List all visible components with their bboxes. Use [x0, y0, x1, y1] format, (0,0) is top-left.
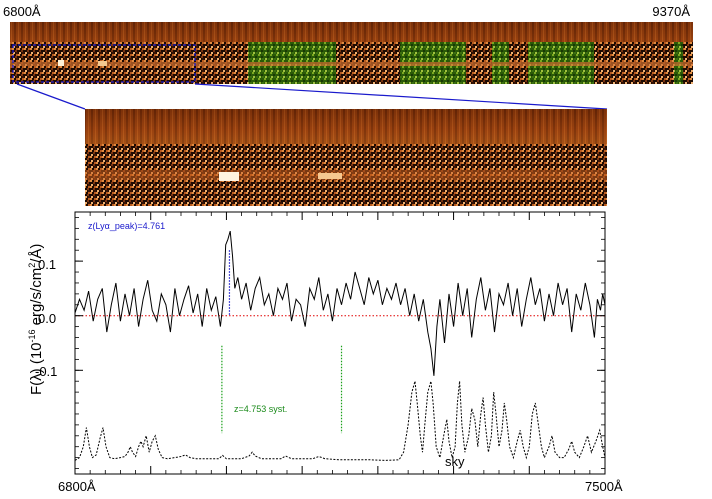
zoom-connector-left — [16, 83, 86, 110]
zoomed-2d-spectrum — [85, 109, 607, 206]
systemic-annotation: z=4.753 syst. — [234, 404, 288, 414]
top-2d-spectrum-strip — [10, 22, 693, 84]
top-strip-right-label: 9370Å — [652, 4, 690, 19]
plot-frame — [74, 211, 606, 475]
lya-peak-annotation: z(Lyα_peak)=4.761 — [88, 221, 166, 231]
top-strip-left-label: 6800Å — [3, 4, 41, 19]
sky-spectrum-line — [74, 381, 606, 461]
y-tick-label-0.0: 0.0 — [38, 311, 57, 326]
sky-annotation: sky — [445, 454, 465, 469]
y-tick-label-neg-0.1: -0.1 — [35, 364, 58, 379]
zoom-region-box — [12, 44, 196, 83]
x-tick-label-7500: 7500Å — [585, 479, 623, 494]
x-tick-label-6800: 6800Å — [58, 479, 96, 494]
object-spectrum-line — [74, 230, 606, 376]
y-tick-label-0.1: 0.1 — [38, 257, 57, 272]
zoom-connector-right — [194, 83, 608, 110]
